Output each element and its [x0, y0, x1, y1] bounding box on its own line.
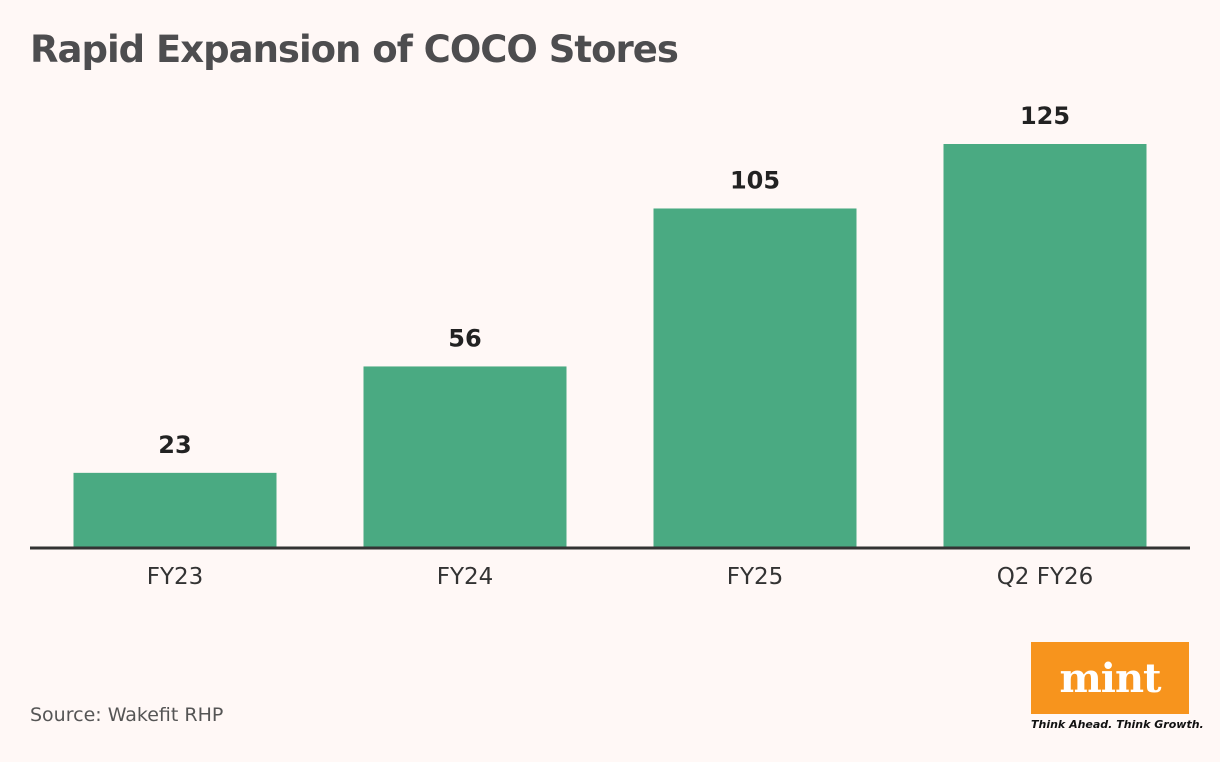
- bars-group: [73, 144, 1147, 548]
- logo-text: mint: [1059, 654, 1161, 702]
- value-label-q2-fy26: 125: [1020, 102, 1070, 130]
- chart-title: Rapid Expansion of COCO Stores: [30, 28, 679, 71]
- bar-q2-fy26: [943, 144, 1147, 547]
- tick-label-fy23: FY23: [147, 564, 204, 590]
- source-note: Source: Wakefit RHP: [30, 704, 224, 726]
- tick-label-q2-fy26: Q2 FY26: [997, 564, 1094, 590]
- tick-label-fy24: FY24: [437, 564, 494, 590]
- mint-logo: mint: [1031, 642, 1189, 714]
- value-label-fy24: 56: [448, 324, 481, 352]
- bar-chart: 23 56 105 125 FY23 FY24 FY25 Q2 FY26: [30, 102, 1190, 590]
- value-label-fy23: 23: [158, 431, 191, 459]
- bar-fy23: [73, 472, 277, 547]
- x-tick-labels-group: FY23 FY24 FY25 Q2 FY26: [147, 564, 1094, 590]
- value-labels-group: 23 56 105 125: [158, 102, 1070, 459]
- bar-fy25: [653, 208, 857, 548]
- bar-fy24: [363, 366, 567, 547]
- tick-label-fy25: FY25: [727, 564, 784, 590]
- value-label-fy25: 105: [730, 166, 780, 194]
- logo-tagline: Think Ahead. Think Growth.: [1031, 718, 1204, 731]
